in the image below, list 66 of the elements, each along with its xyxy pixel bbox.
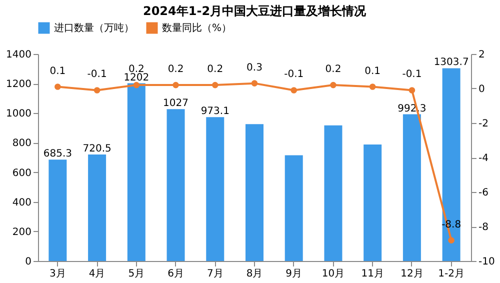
data-label: 1202 (124, 72, 150, 84)
x-tick-label: 9月 (286, 268, 302, 280)
bar (166, 109, 185, 261)
point (408, 87, 416, 94)
data-label: 0.2 (325, 64, 342, 76)
y2-tick-label: 2 (478, 50, 485, 60)
bar (48, 160, 67, 261)
chart-title: 2024年1-2月中国大豆进口量及增长情况 (142, 4, 368, 18)
point (94, 87, 100, 94)
y2-tick-label: -8 (478, 222, 488, 233)
x-tick-label: 7月 (206, 268, 224, 280)
x-tick-label: 11月 (361, 268, 384, 280)
y-tick-label: 1400 (6, 50, 32, 60)
data-label: -0.1 (87, 69, 107, 80)
y2-tick-label: -10 (478, 256, 495, 268)
legend-label: 数量同比（%） (162, 22, 232, 34)
legend-label: 进口数量（万吨） (54, 22, 134, 34)
data-label: -0.1 (402, 69, 422, 80)
point (330, 82, 336, 88)
data-label: -0.1 (284, 69, 304, 80)
bar (364, 144, 382, 261)
point (369, 84, 376, 90)
data-label: 1303.7 (434, 57, 469, 68)
data-label: 0.2 (168, 64, 184, 76)
y2-tick-label: -4 (478, 153, 488, 164)
x-tick-label: 10月 (322, 268, 345, 280)
x-tick-label: 12月 (400, 268, 424, 280)
data-label: 973.1 (200, 106, 230, 118)
point (251, 80, 258, 86)
data-label: 685.3 (43, 148, 72, 160)
bar (284, 155, 303, 261)
point (133, 82, 140, 88)
point (212, 82, 218, 88)
data-label: 720.5 (82, 143, 112, 154)
point (54, 84, 61, 90)
data-label: 0.1 (364, 66, 381, 77)
bar (324, 125, 342, 261)
data-label: 1027 (163, 98, 188, 110)
point (172, 82, 179, 88)
x-tick-label: 5月 (128, 268, 145, 280)
y-tick-label: 0 (25, 256, 32, 268)
x-tick-label: 1-2月 (438, 268, 464, 280)
y-tick-label: 200 (12, 226, 32, 238)
bar (88, 154, 106, 261)
y-tick-label: 400 (12, 197, 32, 208)
x-tick-label: 4月 (88, 268, 106, 280)
y2-tick-label: -2 (478, 118, 488, 130)
y2-tick-label: 0 (478, 84, 485, 95)
y2-tick-label: -6 (478, 188, 488, 198)
bar (127, 83, 146, 261)
bar (442, 68, 460, 261)
x-tick-label: 8月 (246, 268, 263, 280)
x-tick-label: 3月 (49, 268, 66, 280)
x-tick-label: 6月 (168, 268, 184, 280)
y-tick-label: 1200 (6, 79, 32, 90)
data-label: 0.2 (207, 64, 224, 76)
point (290, 87, 298, 94)
y-tick-label: 800 (12, 138, 32, 150)
y-tick-label: 600 (12, 168, 32, 179)
point (448, 237, 454, 244)
data-label: 0.1 (50, 66, 66, 77)
bar (402, 114, 421, 261)
y-tick-label: 1000 (6, 108, 32, 120)
data-label: 0.3 (246, 62, 262, 74)
bar (206, 117, 224, 261)
bar (246, 124, 264, 261)
